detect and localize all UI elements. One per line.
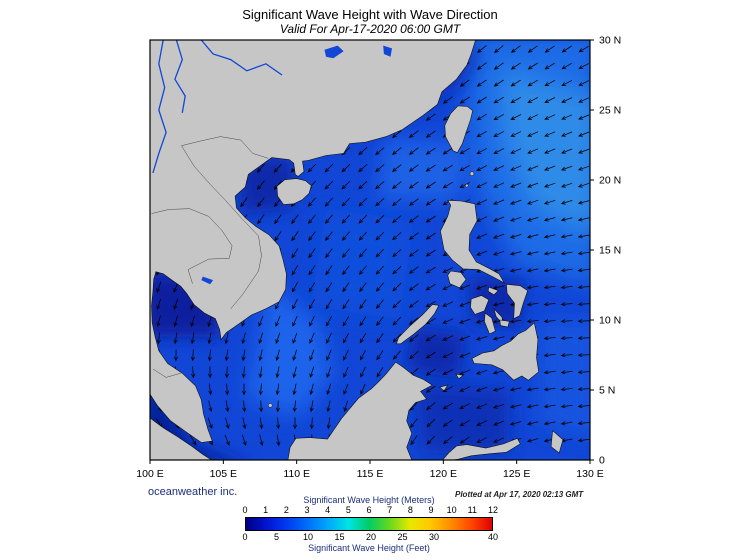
small-island bbox=[465, 183, 469, 188]
wave-map: 100 E 30 N 105 E 25 N 110 E 20 N 115 E 15 N 120 … bbox=[136, 35, 621, 481]
landmass-hainan bbox=[276, 178, 312, 205]
meters-tick-9: 9 bbox=[428, 505, 434, 515]
meters-tick-10: 10 bbox=[446, 505, 457, 515]
landmass-mindoro bbox=[447, 270, 467, 289]
landmass-taiwan bbox=[444, 105, 474, 154]
small-island bbox=[268, 403, 273, 408]
lon-tick-label: 110 E bbox=[283, 468, 310, 480]
river-line bbox=[174, 40, 186, 113]
lon-tick-label: 130 E bbox=[576, 468, 603, 480]
landmass-masbate bbox=[487, 286, 499, 296]
legend-feet-label: Significant Wave Height (Feet) bbox=[308, 543, 430, 553]
landmass-luzon bbox=[440, 199, 505, 284]
lake-tonle-sap bbox=[201, 276, 214, 285]
lon-tick-label: 125 E bbox=[503, 468, 530, 480]
legend-meters-label: Significant Wave Height (Meters) bbox=[303, 495, 435, 505]
wave-region-se-vietnam-jet bbox=[245, 285, 334, 418]
landmass-sulu-islands-2 bbox=[439, 384, 449, 392]
river-line bbox=[200, 40, 283, 76]
meters-tick-3: 3 bbox=[304, 505, 310, 515]
feet-tick-5: 5 bbox=[273, 532, 279, 542]
landmass-negros bbox=[484, 312, 496, 335]
feet-tick-25: 25 bbox=[397, 532, 408, 542]
meters-tick-2: 2 bbox=[283, 505, 289, 515]
legend-colorbar bbox=[245, 517, 493, 531]
country-border bbox=[151, 208, 233, 284]
meters-tick-7: 7 bbox=[387, 505, 393, 515]
chart-subtitle: Valid For Apr-17-2020 06:00 GMT bbox=[279, 22, 461, 36]
lat-tick-label: 5 N bbox=[599, 385, 615, 397]
lake-dongting bbox=[324, 45, 344, 59]
feet-tick-15: 15 bbox=[334, 532, 345, 542]
feet-tick-30: 30 bbox=[428, 532, 439, 542]
plotted-timestamp: Plotted at Apr 17, 2020 02:13 GMT bbox=[455, 490, 584, 499]
lat-tick-label: 15 N bbox=[599, 245, 621, 257]
river-line bbox=[152, 40, 167, 174]
meters-tick-6: 6 bbox=[366, 505, 372, 515]
lon-tick-label: 115 E bbox=[357, 468, 384, 480]
credit-text: oceanweather inc. bbox=[148, 486, 238, 498]
lon-tick-label: 105 E bbox=[210, 468, 237, 480]
meters-tick-1: 1 bbox=[263, 505, 269, 515]
landmass-palawan bbox=[395, 304, 440, 345]
lat-tick-label: 25 N bbox=[599, 105, 621, 117]
landmass-halmahera bbox=[550, 429, 564, 454]
wave-region-east-of-mindanao bbox=[538, 320, 590, 438]
landmass-sumatra bbox=[150, 417, 213, 460]
wave-region-sulu-sea bbox=[406, 327, 466, 379]
landmass-samar-leyte bbox=[506, 283, 529, 320]
landmass-borneo bbox=[287, 361, 433, 460]
land-layer bbox=[150, 40, 564, 460]
country-border bbox=[152, 368, 181, 378]
landmass-mindanao bbox=[471, 322, 540, 381]
landmass-sulu-islands-1 bbox=[455, 373, 464, 380]
small-island bbox=[469, 171, 475, 176]
lon-tick-label: 120 E bbox=[430, 468, 457, 480]
feet-tick-40: 40 bbox=[487, 532, 499, 542]
country-border bbox=[181, 136, 269, 159]
lat-tick-label: 20 N bbox=[599, 175, 621, 187]
meters-tick-11: 11 bbox=[467, 505, 477, 515]
feet-tick-10: 10 bbox=[302, 532, 313, 542]
legend-feet-ticks: 0 5 10 15 20 25 30 40 bbox=[242, 532, 498, 543]
landmass-panay bbox=[470, 295, 490, 315]
lon-tick-label: 100 E bbox=[136, 468, 163, 480]
meters-tick-12: 12 bbox=[487, 505, 499, 515]
meters-tick-4: 4 bbox=[325, 505, 331, 515]
meters-tick-5: 5 bbox=[345, 505, 351, 515]
wave-region-celebes-sea bbox=[414, 383, 510, 453]
meters-tick-8: 8 bbox=[407, 505, 413, 515]
lat-tick-label: 10 N bbox=[599, 315, 621, 327]
wave-region-pacific-cyan-band bbox=[502, 68, 590, 233]
lat-tick-label: 0 bbox=[599, 455, 605, 467]
wave-region-luzon-strait bbox=[377, 138, 473, 201]
country-border bbox=[181, 145, 262, 309]
legend-meters-ticks: 0 1 2 3 4 5 6 7 8 9 10 11 12 bbox=[242, 505, 498, 516]
landmass-asia-mainland bbox=[150, 40, 476, 443]
chart-title: Significant Wave Height with Wave Direct… bbox=[242, 7, 498, 22]
feet-tick-20: 20 bbox=[365, 532, 376, 542]
landmass-bohol bbox=[499, 319, 510, 328]
lake-poyang bbox=[383, 45, 392, 57]
landmass-sulawesi-north bbox=[442, 437, 521, 460]
feet-tick-0: 0 bbox=[242, 532, 248, 542]
meters-tick-0: 0 bbox=[242, 505, 248, 515]
lat-tick-label: 30 N bbox=[599, 35, 621, 47]
wave-region-central-scs bbox=[311, 208, 414, 320]
